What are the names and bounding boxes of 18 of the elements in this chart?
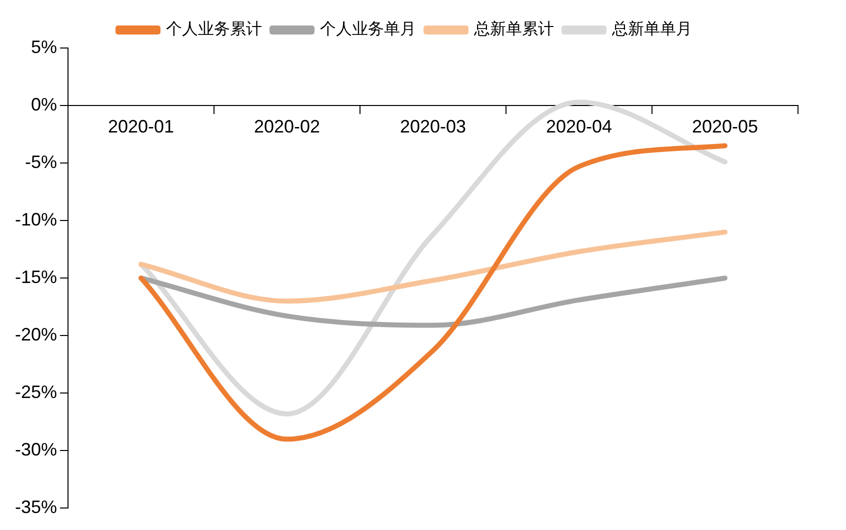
y-tick-label: 0% [31,94,58,114]
x-tick-label: 2020-01 [108,116,174,136]
y-tick-label: -35% [14,497,58,518]
legend-label: 个人业务单月 [320,19,416,38]
y-tick-label: -15% [14,267,58,288]
x-tick-label: 2020-04 [546,116,612,136]
y-tick-label: -5% [25,152,58,172]
x-tick-label: 2020-02 [254,116,320,136]
x-tick-label: 2020-05 [692,116,758,136]
legend-label: 总新单单月 [611,19,692,38]
legend-label: 个人业务累计 [166,19,262,38]
y-tick-label: 5% [31,36,58,57]
y-tick-label: -10% [14,210,58,230]
y-tick-label: -30% [14,440,58,460]
y-tick-label: -20% [14,324,58,345]
x-tick-label: 2020-03 [400,116,466,136]
legend-label: 总新单累计 [473,19,554,38]
y-tick-label: -25% [14,382,58,402]
